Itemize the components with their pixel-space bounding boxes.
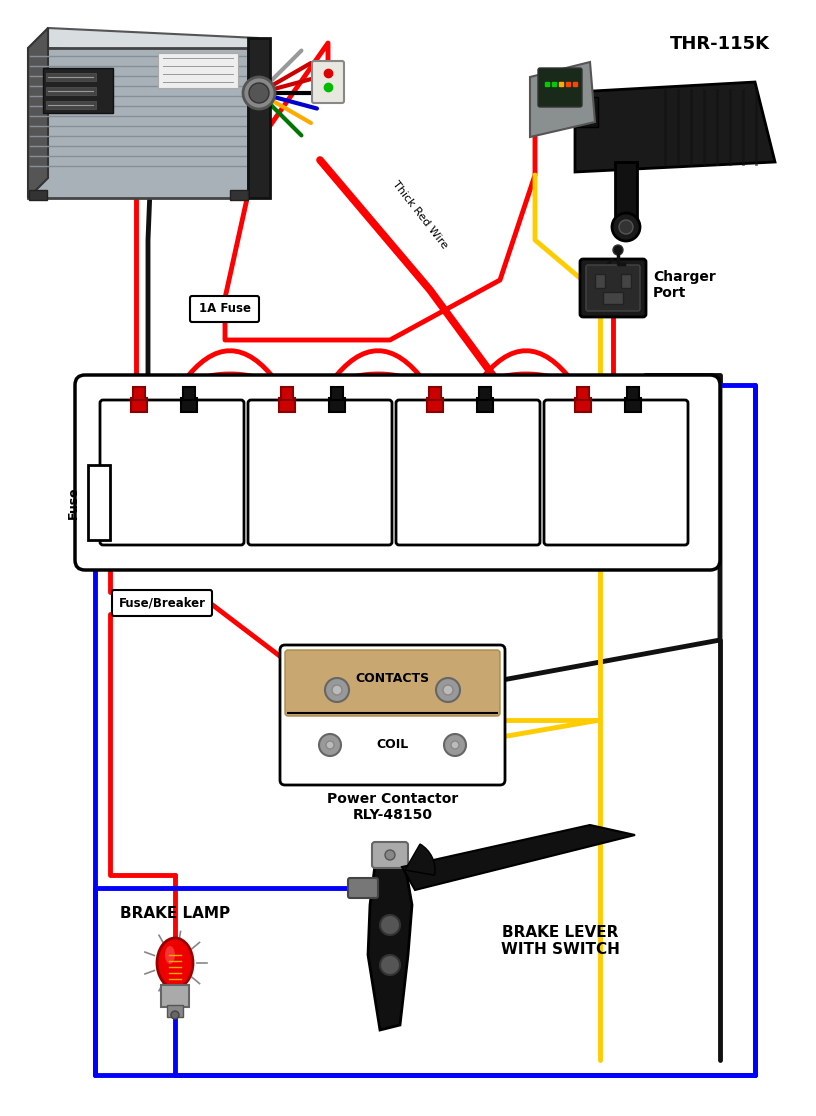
Circle shape [380,955,400,975]
Text: COIL: COIL [376,739,409,751]
Text: Charger
Port: Charger Port [653,270,716,300]
Bar [595,275,605,288]
FancyBboxPatch shape [285,650,500,716]
Bar [329,398,345,412]
Bar [181,398,197,412]
FancyBboxPatch shape [248,400,392,545]
Bar [621,275,631,288]
Polygon shape [48,28,258,58]
Bar [46,102,96,109]
Text: Fuse: Fuse [67,487,80,519]
Bar [161,985,189,1007]
Circle shape [243,77,275,109]
Circle shape [380,915,400,935]
Bar [615,162,637,222]
FancyBboxPatch shape [190,296,259,323]
Bar [167,1006,183,1017]
Polygon shape [28,28,48,198]
Polygon shape [402,825,635,889]
Text: 1A Fuse: 1A Fuse [199,302,251,316]
FancyBboxPatch shape [544,400,688,545]
Bar [479,387,491,400]
Bar [88,465,110,540]
FancyBboxPatch shape [348,878,378,898]
Bar [625,398,641,412]
Circle shape [325,679,349,702]
Circle shape [612,213,640,241]
Bar [279,398,295,412]
Circle shape [619,220,633,234]
FancyBboxPatch shape [586,264,640,311]
Bar [131,398,147,412]
Bar [43,68,113,113]
Bar [46,87,96,95]
Ellipse shape [157,939,193,988]
Bar [46,73,96,81]
Circle shape [249,83,269,103]
Bar [429,387,441,400]
Bar [477,398,493,412]
Circle shape [171,1011,179,1019]
Text: Fuse/Breaker: Fuse/Breaker [118,596,206,609]
FancyBboxPatch shape [372,841,408,868]
Circle shape [332,685,342,695]
FancyBboxPatch shape [538,68,582,107]
Bar [28,48,248,198]
Bar [158,52,238,88]
Bar [573,97,598,127]
Circle shape [451,741,459,749]
Circle shape [326,741,334,749]
Text: Thick Red Wire: Thick Red Wire [390,180,449,251]
FancyBboxPatch shape [396,400,540,545]
FancyBboxPatch shape [75,375,720,570]
Bar [575,398,591,412]
Text: CONTACTS: CONTACTS [356,672,429,684]
Bar [183,387,195,400]
Circle shape [436,679,460,702]
Polygon shape [530,62,595,137]
Bar [627,387,639,400]
Bar [248,38,270,198]
FancyBboxPatch shape [312,61,344,103]
Text: BRAKE LEVER
WITH SWITCH: BRAKE LEVER WITH SWITCH [500,925,619,958]
Polygon shape [368,865,412,1030]
FancyBboxPatch shape [112,590,212,616]
FancyBboxPatch shape [100,400,244,545]
Circle shape [443,685,453,695]
FancyBboxPatch shape [280,645,505,785]
Wedge shape [405,844,435,875]
Ellipse shape [165,946,175,964]
Bar [577,387,589,400]
Text: RLY-48150: RLY-48150 [353,808,432,822]
Bar [427,398,443,412]
Bar [230,190,248,200]
Text: THR-115K: THR-115K [670,35,770,52]
Circle shape [444,734,466,756]
Bar [29,190,47,200]
Polygon shape [575,81,775,172]
FancyBboxPatch shape [580,259,646,317]
Bar [281,387,293,400]
Text: Power Contactor: Power Contactor [327,792,458,806]
Bar [133,387,145,400]
Bar [603,292,623,304]
Text: BRAKE LAMP: BRAKE LAMP [120,906,230,921]
Circle shape [613,246,623,254]
Circle shape [385,850,395,860]
Bar [331,387,343,400]
Circle shape [319,734,341,756]
